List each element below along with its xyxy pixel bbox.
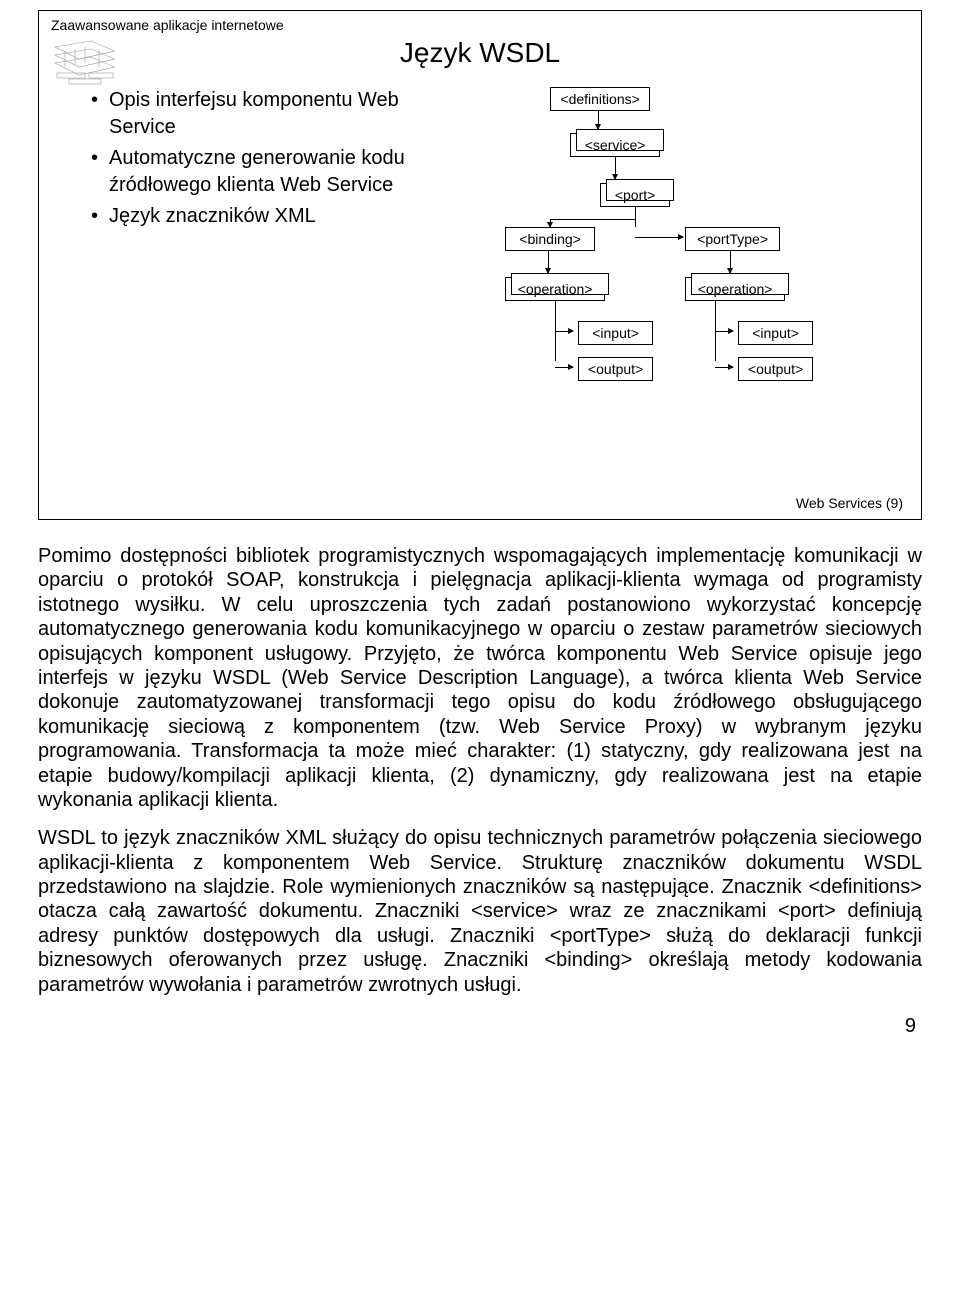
arrow bbox=[730, 251, 731, 273]
slide-header: Zaawansowane aplikacje internetowe bbox=[51, 17, 909, 33]
slide-body: Opis interfejsu komponentu Web Service A… bbox=[51, 87, 909, 457]
node-operation-right: <operation> bbox=[685, 277, 785, 301]
arrow bbox=[635, 237, 683, 238]
slide-title: Język WSDL bbox=[51, 37, 909, 69]
arrow bbox=[615, 157, 616, 179]
body-text: Pomimo dostępności bibliotek programisty… bbox=[38, 544, 922, 997]
node-porttype: <portType> bbox=[685, 227, 780, 251]
node-input-left: <input> bbox=[578, 321, 653, 345]
header-decorative-icon bbox=[51, 37, 119, 85]
node-input-right: <input> bbox=[738, 321, 813, 345]
paragraph: WSDL to język znaczników XML służący do … bbox=[38, 826, 922, 997]
slide-footer: Web Services (9) bbox=[796, 495, 903, 511]
arrow bbox=[598, 111, 599, 129]
paragraph: Pomimo dostępności bibliotek programisty… bbox=[38, 544, 922, 812]
node-service: <service> bbox=[570, 133, 660, 157]
bullet-list: Opis interfejsu komponentu Web Service A… bbox=[91, 87, 450, 457]
bullet-item: Automatyczne generowanie kodu źródłowego… bbox=[91, 145, 450, 199]
arrow bbox=[548, 251, 549, 273]
arrow bbox=[555, 331, 573, 332]
node-output-left: <output> bbox=[578, 357, 653, 381]
slide-frame: Zaawansowane aplikacje internetowe Język… bbox=[38, 10, 922, 520]
bullet-item: Język znaczników XML bbox=[91, 203, 450, 230]
page-number: 9 bbox=[0, 1015, 916, 1038]
arrow bbox=[715, 367, 733, 368]
connector bbox=[635, 207, 636, 227]
node-operation-left: <operation> bbox=[505, 277, 605, 301]
arrow bbox=[715, 331, 733, 332]
wsdl-diagram: <definitions> <service> <port> <binding>… bbox=[470, 87, 909, 457]
node-definitions: <definitions> bbox=[550, 87, 650, 111]
node-binding: <binding> bbox=[505, 227, 595, 251]
arrow bbox=[550, 219, 551, 227]
node-port: <port> bbox=[600, 183, 670, 207]
node-output-right: <output> bbox=[738, 357, 813, 381]
arrow bbox=[555, 367, 573, 368]
connector bbox=[550, 219, 635, 220]
bullet-item: Opis interfejsu komponentu Web Service bbox=[91, 87, 450, 141]
